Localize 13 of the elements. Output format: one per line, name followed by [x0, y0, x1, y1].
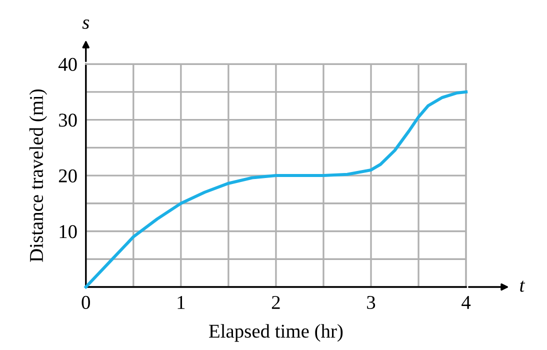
y-tick-label: 10 [60, 225, 77, 238]
x-tick-label: 2 [272, 296, 280, 309]
text: t [520, 280, 526, 292]
y-axis-title: Distance traveled (mi) [29, 89, 47, 262]
y-tick-label: 40 [58, 58, 77, 71]
y-tick-label: 20 [58, 169, 77, 182]
y-tick-label: 30 [59, 114, 77, 127]
x-tick-label: 4 [462, 296, 471, 309]
x-tick-label: 1 [178, 296, 185, 309]
text: s [82, 20, 90, 29]
x-tick-label: 3 [367, 296, 376, 310]
x-tick-label: 0 [82, 296, 90, 310]
x-axis-title: Elapsed time (hr) [209, 324, 343, 342]
